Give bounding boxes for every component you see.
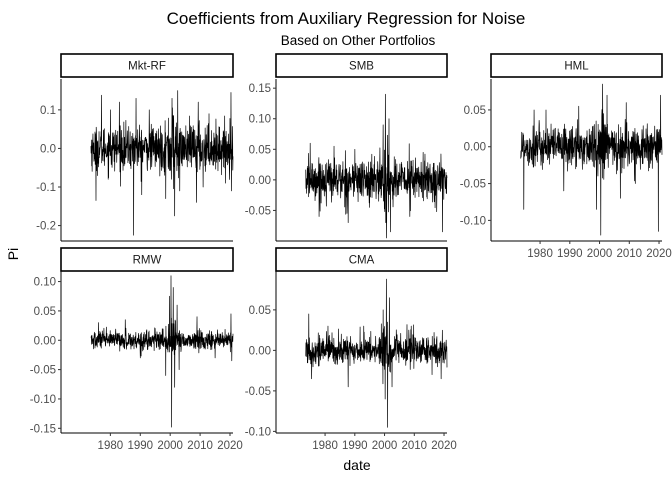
facet-strip-label: CMA <box>349 255 375 267</box>
x-tick-label: 2000 <box>157 440 183 452</box>
x-tick-label: 1980 <box>527 248 553 260</box>
y-tick-label: 0.05 <box>464 105 486 117</box>
y-tick-label: -0.05 <box>245 205 271 217</box>
series-line <box>520 83 663 236</box>
facet-strip-label: RMW <box>133 255 162 267</box>
series-line <box>90 275 234 428</box>
y-tick-label: 0.00 <box>249 345 271 357</box>
x-tick-label: 2010 <box>187 440 213 452</box>
y-tick-label: -0.15 <box>30 423 56 435</box>
facet-strip-label: HML <box>564 61 589 73</box>
x-tick-label: 2020 <box>646 248 672 260</box>
y-tick-label: 0.05 <box>249 144 271 156</box>
facet-strip <box>490 53 663 78</box>
x-tick-label: 1990 <box>557 248 583 260</box>
x-tick-label: 1980 <box>312 440 338 452</box>
facet-strip <box>275 53 448 78</box>
x-tick-label: 2010 <box>401 440 427 452</box>
facet-panels: Mkt-RF 0.1 0.0 -0.1 -0.2 SMB 0.15 0.10 0.05 0.00 -… <box>30 53 672 452</box>
chart-subtitle: Based on Other Portfolios <box>281 33 436 48</box>
chart-title: Coefficients from Auxiliary Regression f… <box>167 9 526 28</box>
facet-strip <box>60 247 234 272</box>
series-line <box>305 93 448 239</box>
series-line <box>90 90 234 236</box>
x-tick-label: 1990 <box>127 440 153 452</box>
y-tick-label: 0.10 <box>249 114 271 126</box>
facet-panel-rmw: RMW 0.10 0.05 0.00 -0.05 -0.10 -0.15 1980 1990 20… <box>30 247 243 452</box>
y-tick-label: -0.05 <box>30 365 56 377</box>
x-tick-label: 2020 <box>217 440 243 452</box>
y-tick-label: -0.05 <box>245 386 271 398</box>
facet-panel-mkt-rf: Mkt-RF 0.1 0.0 -0.1 -0.2 <box>36 53 234 242</box>
facet-strip-label: Mkt-RF <box>128 61 166 73</box>
series-line <box>305 278 448 428</box>
facet-strip-label: SMB <box>349 61 374 73</box>
y-tick-label: 0.0 <box>40 143 56 155</box>
facet-panel-hml: HML 0.05 0.00 -0.05 -0.10 1980 1990 2000 2010 202… <box>460 53 672 260</box>
x-tick-label: 1990 <box>342 440 368 452</box>
y-tick-label: 0.00 <box>249 175 271 187</box>
y-tick-label: 0.05 <box>249 305 271 317</box>
y-tick-label: -0.10 <box>30 394 56 406</box>
y-tick-label: 0.00 <box>34 335 56 347</box>
y-tick-label: -0.1 <box>36 182 56 194</box>
x-tick-label: 2000 <box>372 440 398 452</box>
x-tick-label: 2020 <box>431 440 457 452</box>
y-tick-label: 0.1 <box>40 105 56 117</box>
y-tick-label: -0.10 <box>245 426 271 438</box>
y-tick-label: -0.2 <box>36 221 56 233</box>
y-axis-title: Pi <box>5 248 21 260</box>
y-tick-label: -0.10 <box>460 215 486 227</box>
y-tick-label: 0.10 <box>34 277 56 289</box>
facet-strip <box>60 53 234 78</box>
x-tick-label: 2010 <box>616 248 642 260</box>
y-tick-label: -0.05 <box>460 179 486 191</box>
y-tick-label: 0.00 <box>464 142 486 154</box>
y-tick-label: 0.05 <box>34 306 56 318</box>
y-tick-label: 0.15 <box>249 83 271 95</box>
facet-panel-cma: CMA 0.05 0.00 -0.05 -0.10 1980 1990 2000 2010 202… <box>245 247 457 452</box>
facet-panel-smb: SMB 0.15 0.10 0.05 0.00 -0.05 <box>245 53 448 242</box>
x-tick-label: 1980 <box>98 440 124 452</box>
x-axis-title: date <box>343 457 370 473</box>
x-tick-label: 2000 <box>587 248 613 260</box>
facet-strip <box>275 247 448 272</box>
